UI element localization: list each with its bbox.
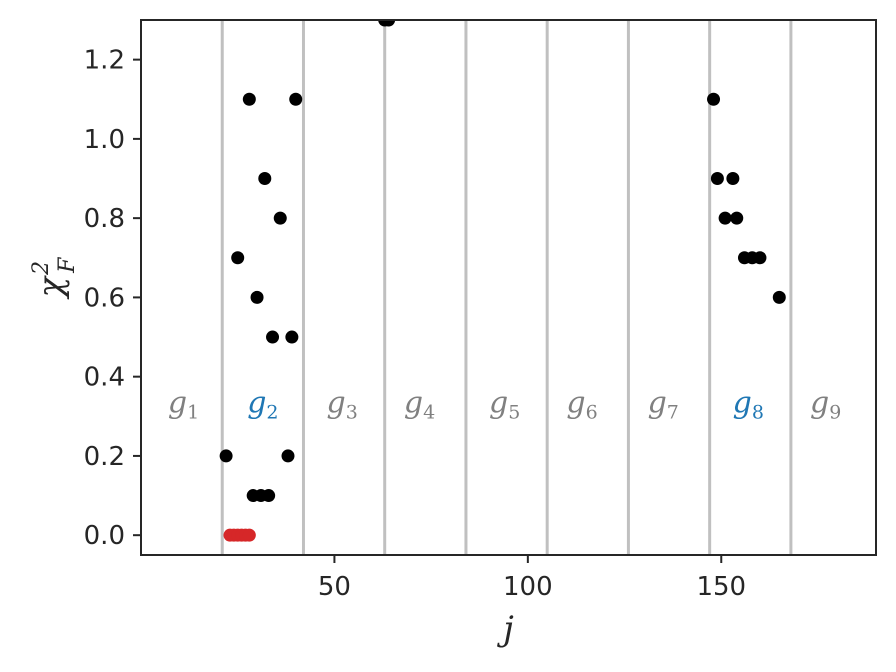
y-axis-label-superscript: 2 — [29, 261, 54, 276]
y-tick-label: 0.6 — [84, 283, 125, 313]
data-point — [285, 330, 299, 344]
group-label-g6: g6 — [566, 385, 597, 423]
data-point — [289, 92, 303, 106]
y-axis-label: χ2F — [29, 257, 80, 300]
data-point — [250, 290, 264, 304]
scatter-points — [219, 20, 786, 542]
data-point — [258, 172, 272, 186]
data-point — [242, 528, 256, 542]
y-tick-label: 1.0 — [84, 125, 125, 155]
data-point — [242, 92, 256, 106]
x-axis-label: j — [496, 609, 514, 649]
y-axis-label-base: χ — [31, 274, 71, 299]
data-point — [281, 449, 295, 463]
data-point — [753, 251, 767, 265]
data-point — [266, 330, 280, 344]
group-labels: g1 g2 g3 g4 g5 g6 g7 g8 g9 — [168, 385, 841, 423]
y-tick-label: 0.8 — [84, 204, 125, 234]
x-tick-label: 50 — [318, 572, 351, 602]
data-point — [219, 449, 233, 463]
y-tick-label: 0.0 — [84, 521, 125, 551]
y-tick-label: 1.2 — [84, 46, 125, 76]
group-label-g9: g9 — [810, 385, 841, 423]
data-point — [718, 211, 732, 225]
group-label-g2: g2 — [247, 385, 278, 423]
data-point — [382, 20, 396, 27]
data-point — [262, 489, 276, 503]
data-point — [772, 290, 786, 304]
y-axis-label-subscript: F — [55, 257, 80, 274]
group-label-g3: g3 — [327, 385, 358, 423]
group-label-g7: g7 — [648, 385, 679, 423]
axis-ticks: 50 100 150 0.0 0.2 0.4 0.6 0.8 1.0 1.2 — [84, 46, 746, 602]
group-label-g8: g8 — [733, 385, 764, 423]
group-label-g5: g5 — [489, 385, 520, 423]
data-point — [273, 211, 287, 225]
plot-frame — [140, 19, 877, 556]
y-tick-label: 0.2 — [84, 442, 125, 472]
x-tick-label: 100 — [503, 572, 553, 602]
group-label-g1: g1 — [168, 385, 199, 423]
y-tick-label: 0.4 — [84, 363, 125, 393]
group-boundary-lines — [220, 20, 793, 555]
data-point — [730, 211, 744, 225]
data-point — [231, 251, 245, 265]
data-point — [707, 92, 721, 106]
data-point — [726, 172, 740, 186]
data-point — [710, 172, 724, 186]
group-label-g4: g4 — [404, 385, 435, 423]
x-tick-label: 150 — [696, 572, 746, 602]
